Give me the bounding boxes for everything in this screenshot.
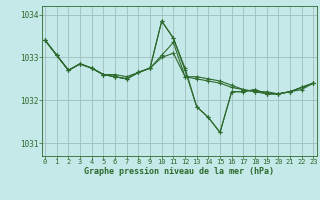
X-axis label: Graphe pression niveau de la mer (hPa): Graphe pression niveau de la mer (hPa) [84,167,274,176]
